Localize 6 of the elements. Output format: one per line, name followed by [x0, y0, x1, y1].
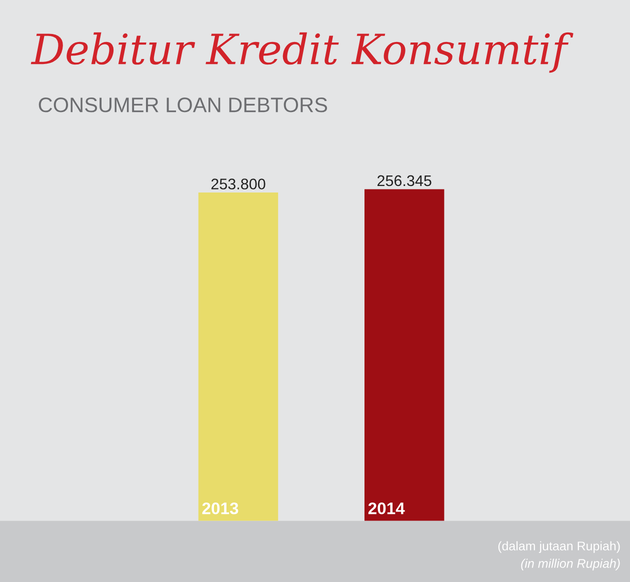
x-tick-label: 2013 — [202, 502, 238, 514]
x-tick-label: 2014 — [368, 502, 405, 514]
chart-title: Debitur Kredit Konsumtif — [30, 32, 574, 73]
data-label: 253.800 — [211, 178, 266, 190]
chart-subtitle: CONSUMER LOAN DEBTORS — [38, 98, 328, 112]
data-label: 256.345 — [378, 175, 432, 186]
